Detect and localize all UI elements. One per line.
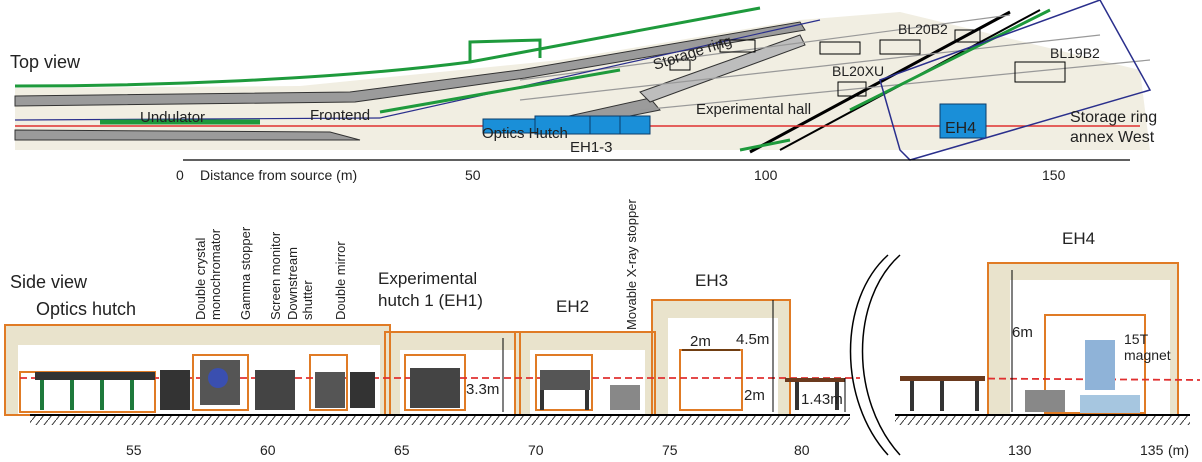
magnet-label-2: magnet	[1124, 347, 1171, 363]
eh1-label: Experimental	[378, 269, 477, 288]
top-view: Top view	[10, 0, 1157, 183]
dim-4-5m: 4.5m	[736, 331, 769, 348]
eh2-label: EH2	[556, 297, 589, 316]
ring-orbit	[14, 19, 821, 121]
dim-6m: 6m	[1012, 324, 1033, 341]
component-labels: Double crystal monochromator Gamma stopp…	[193, 199, 639, 330]
vlabel-screen: Screen monitor	[268, 231, 283, 320]
undulator-label: Undulator	[140, 109, 205, 126]
vlabel-dcm: Double crystal	[193, 238, 208, 320]
tick-70: 70	[528, 442, 544, 458]
optics-hutch-label: Optics hutch	[36, 299, 136, 319]
top-hutches	[482, 0, 1152, 161]
magnet-label: 15T	[1124, 331, 1149, 347]
vlabel-shutter-2: shutter	[300, 280, 315, 320]
tick-65: 65	[394, 442, 410, 458]
dim-2m-height: 2m	[744, 387, 765, 404]
dim-1-43m: 1.43m	[801, 391, 843, 408]
equipment	[35, 340, 1140, 413]
vlabel-stopper: Movable X-ray stopper	[624, 199, 639, 330]
side-axis-unit: (m)	[1168, 442, 1189, 458]
side-view-title: Side view	[10, 272, 88, 292]
tick-75: 75	[662, 442, 678, 458]
tick-135: 135	[1140, 442, 1164, 458]
tick-55: 55	[126, 442, 142, 458]
bl19b2-label: BL19B2	[1050, 45, 1100, 61]
distance-axis-label: Distance from source (m)	[200, 167, 357, 183]
dimension-lines	[502, 270, 1013, 412]
top-view-floor	[15, 12, 1150, 150]
side-axis-ticks: 55 60 65 70 75 80 130 135 (m)	[126, 442, 1189, 458]
bl20xu-label: BL20XU	[832, 63, 884, 79]
side-view: Side view Optics hutch Experimental hutc…	[4, 199, 1201, 458]
floor-hatch	[30, 415, 850, 425]
vlabel-shutter: Downstream	[285, 247, 300, 320]
tick-100: 100	[754, 167, 778, 183]
tick-150: 150	[1042, 167, 1066, 183]
frontend-label: Frontend	[310, 107, 370, 124]
tick-130: 130	[1008, 442, 1032, 458]
eh1-label-2: hutch 1 (EH1)	[378, 291, 483, 310]
optics-hutch-top-label: Optics Hutch	[482, 125, 568, 142]
dim-2m-width: 2m	[690, 333, 711, 350]
eh4-top-label: EH4	[945, 120, 976, 137]
eh4-label: EH4	[1062, 229, 1095, 248]
storage-ring-annex-label-2: annex West	[1070, 129, 1155, 146]
storage-ring-annex-label: Storage ring	[1070, 109, 1157, 126]
axis-break	[849, 254, 901, 456]
beamline-boxes	[669, 29, 1066, 97]
bl20b2-label: BL20B2	[898, 21, 948, 37]
vlabel-dcm-2: monochromator	[208, 228, 223, 320]
experimental-hall-label: Experimental hall	[696, 101, 811, 118]
vlabel-mirror: Double mirror	[333, 241, 348, 320]
eh3-label: EH3	[695, 271, 728, 290]
magnet-lattice	[14, 6, 1051, 152]
floor-hatch-2	[895, 415, 1190, 425]
top-view-title: Top view	[10, 52, 81, 72]
vlabel-gamma: Gamma stopper	[238, 226, 253, 320]
eh1-3-label: EH1-3	[570, 139, 613, 156]
dim-3-3m: 3.3m	[466, 381, 499, 398]
tick-80: 80	[794, 442, 810, 458]
tick-50: 50	[465, 167, 481, 183]
tick-0: 0	[176, 167, 184, 183]
tick-60: 60	[260, 442, 276, 458]
